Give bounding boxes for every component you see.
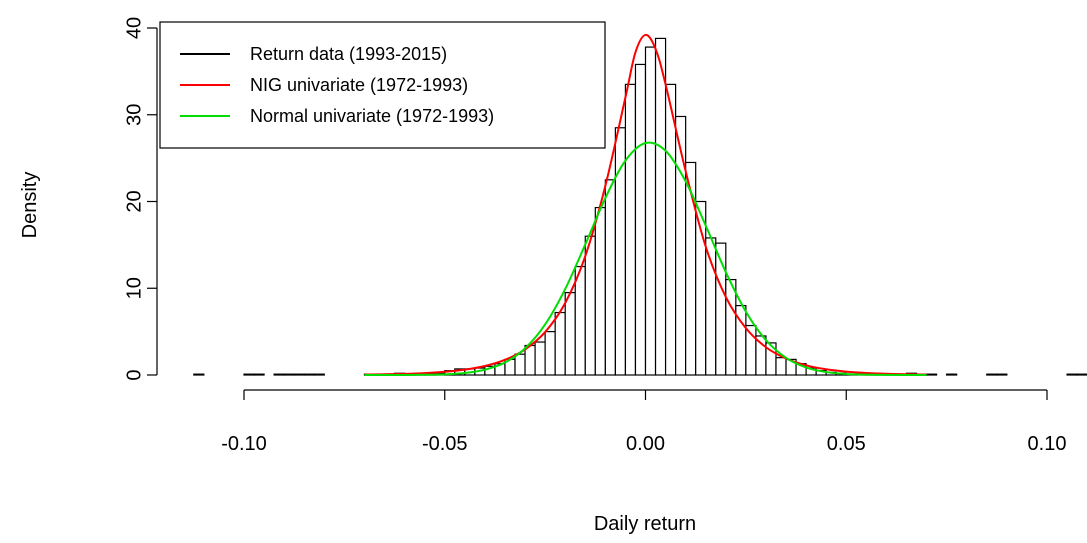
bar xyxy=(273,373,285,376)
bar xyxy=(614,127,627,376)
bar xyxy=(664,83,677,376)
x-tick-label: 0.00 xyxy=(626,433,665,455)
x-tick-label: -0.10 xyxy=(221,433,267,455)
legend-label: Normal univariate (1972-1993) xyxy=(250,106,494,126)
y-tick-label: 0 xyxy=(123,369,145,380)
bar xyxy=(313,373,325,376)
bar xyxy=(584,235,596,376)
y-axis-label: Density xyxy=(19,172,41,239)
bar xyxy=(534,341,546,376)
bar xyxy=(996,373,1008,376)
x-tick-label: 0.05 xyxy=(827,433,866,455)
bar xyxy=(675,115,687,376)
bar xyxy=(524,344,536,376)
bar xyxy=(544,331,556,376)
legend: Return data (1993-2015) NIG univariate (1… xyxy=(159,21,606,149)
bar xyxy=(514,353,526,376)
y-tick-label: 10 xyxy=(123,277,145,299)
y-tick-label: 20 xyxy=(123,190,145,212)
bar xyxy=(293,373,305,376)
bar xyxy=(253,373,265,376)
bar xyxy=(634,63,647,376)
x-tick-label: -0.05 xyxy=(422,433,468,455)
bar xyxy=(644,46,657,376)
y-tick-label: 40 xyxy=(123,17,145,39)
bar xyxy=(775,357,787,376)
bar xyxy=(1066,373,1078,376)
bar xyxy=(564,291,576,376)
legend-label: Return data (1993-2015) xyxy=(250,44,447,64)
bar xyxy=(624,83,637,376)
legend-box xyxy=(159,21,606,149)
bar xyxy=(725,278,737,376)
x-axis-label: Daily return xyxy=(594,513,696,535)
x-tick-label: 0.10 xyxy=(1028,433,1067,455)
bar xyxy=(925,373,938,376)
bar xyxy=(594,206,606,376)
bar xyxy=(574,265,586,376)
bar xyxy=(193,373,205,376)
density-curve xyxy=(364,141,927,376)
bar xyxy=(654,37,667,376)
bar xyxy=(1076,373,1087,376)
bar xyxy=(283,373,295,376)
bar xyxy=(243,373,255,376)
y-tick-label: 30 xyxy=(123,104,145,126)
bar xyxy=(303,373,315,376)
density-curve xyxy=(364,33,927,376)
legend-label: NIG univariate (1972-1993) xyxy=(250,75,468,95)
bar xyxy=(986,373,998,376)
bar xyxy=(946,373,958,376)
bar xyxy=(755,335,767,376)
bar xyxy=(554,311,566,376)
bar xyxy=(604,179,616,376)
